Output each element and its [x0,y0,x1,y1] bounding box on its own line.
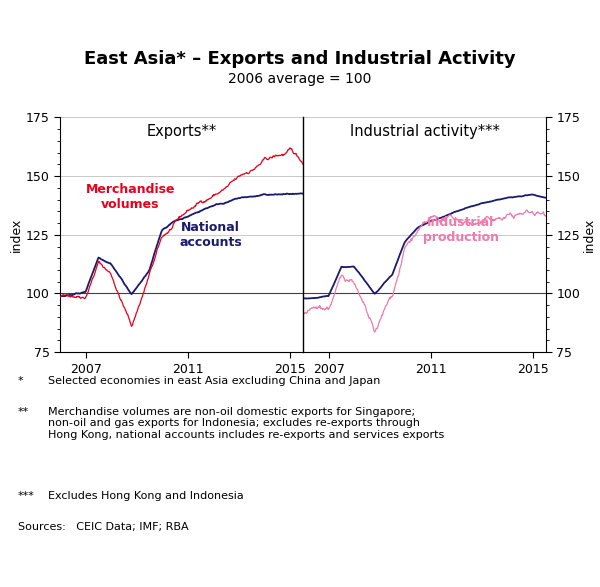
Text: Excludes Hong Kong and Indonesia: Excludes Hong Kong and Indonesia [48,491,244,501]
Text: Merchandise volumes are non-oil domestic exports for Singapore;
non-oil and gas : Merchandise volumes are non-oil domestic… [48,407,444,440]
Y-axis label: index: index [10,218,23,252]
Text: East Asia* – Exports and Industrial Activity: East Asia* – Exports and Industrial Acti… [84,50,516,68]
Text: Industrial activity***: Industrial activity*** [350,124,499,140]
Text: Exports**: Exports** [146,124,217,140]
Text: Sources:   CEIC Data; IMF; RBA: Sources: CEIC Data; IMF; RBA [18,522,188,532]
Text: ***: *** [18,491,35,501]
Text: Industrial
production: Industrial production [423,216,499,244]
Y-axis label: index: index [583,218,596,252]
Text: Merchandise
volumes: Merchandise volumes [86,183,175,211]
Text: 2006 average = 100: 2006 average = 100 [229,72,371,86]
Text: *: * [18,376,23,386]
Text: Selected economies in east Asia excluding China and Japan: Selected economies in east Asia excludin… [48,376,380,386]
Text: National
accounts: National accounts [179,221,242,249]
Text: **: ** [18,407,29,417]
